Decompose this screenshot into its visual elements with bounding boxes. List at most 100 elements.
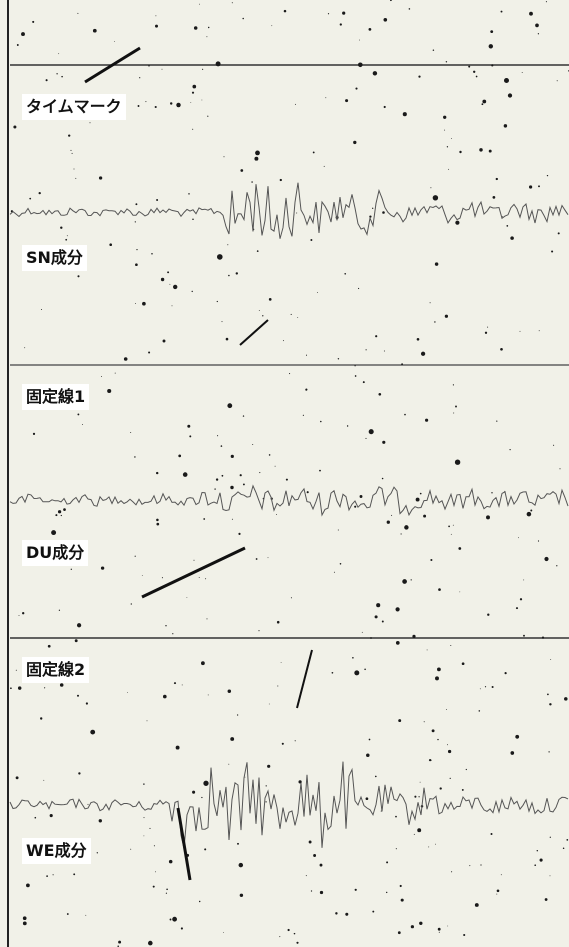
speck	[559, 468, 560, 469]
speck	[515, 735, 519, 739]
speck	[170, 919, 172, 921]
speck	[382, 478, 384, 480]
speck	[553, 445, 554, 446]
speck	[480, 688, 481, 689]
speck	[365, 438, 366, 439]
speck	[311, 890, 312, 891]
speck	[366, 349, 367, 350]
speck	[487, 327, 488, 328]
speck	[491, 833, 493, 835]
speck	[189, 435, 191, 437]
speck	[93, 29, 97, 33]
label: SN成分	[22, 245, 87, 271]
speck	[450, 645, 451, 646]
speck	[217, 254, 223, 260]
speck	[68, 134, 70, 136]
speck	[26, 884, 30, 888]
speck	[188, 193, 189, 194]
speck	[398, 931, 401, 934]
speck	[262, 315, 263, 316]
speck	[228, 764, 229, 765]
speck	[23, 916, 27, 920]
speck	[75, 178, 76, 179]
speck	[419, 922, 422, 925]
speck	[335, 912, 337, 914]
speck	[142, 575, 143, 576]
speck	[67, 913, 69, 915]
speck	[199, 901, 200, 902]
speck	[142, 302, 146, 306]
speck	[32, 21, 34, 23]
speck	[277, 686, 278, 687]
specks	[10, 0, 569, 947]
speck	[201, 661, 205, 665]
speck	[398, 719, 401, 722]
speck	[485, 686, 486, 687]
label: DU成分	[22, 540, 88, 566]
speck	[487, 614, 489, 616]
speck	[430, 187, 431, 188]
speck	[77, 623, 81, 627]
speck	[151, 253, 153, 255]
speck	[303, 415, 304, 416]
speck	[438, 588, 441, 591]
speck	[370, 637, 372, 639]
speck	[166, 889, 168, 891]
speck	[205, 578, 206, 579]
speck	[227, 244, 228, 245]
speck	[143, 783, 144, 784]
speck	[411, 925, 414, 928]
speck	[237, 843, 239, 845]
speck	[156, 523, 159, 526]
speck	[77, 275, 79, 277]
speck	[423, 515, 426, 518]
speck	[78, 772, 80, 774]
speck	[558, 232, 560, 234]
speck	[355, 375, 357, 377]
speck	[183, 472, 188, 477]
speck	[430, 302, 431, 303]
speck	[401, 363, 403, 365]
speck	[10, 687, 12, 689]
speck	[372, 208, 373, 209]
speck	[455, 221, 459, 225]
speck	[358, 288, 359, 289]
speck	[204, 848, 206, 850]
speck	[373, 71, 377, 75]
speck	[476, 76, 478, 78]
speck	[539, 330, 540, 331]
speck	[453, 384, 454, 385]
speck	[550, 875, 551, 876]
speck	[345, 99, 348, 102]
speck	[447, 146, 448, 147]
speck	[328, 13, 329, 14]
speck	[216, 61, 221, 66]
speck	[60, 227, 62, 229]
seismogram-record: タイムマーク SN成分 固定線1 DU成分 固定線2 WE成分	[0, 0, 569, 947]
speck	[267, 765, 270, 768]
speck	[369, 739, 371, 741]
speck	[70, 150, 71, 151]
speck	[214, 488, 215, 489]
speck	[48, 645, 51, 648]
speck	[369, 429, 374, 434]
speck	[202, 69, 203, 70]
speck	[462, 789, 464, 791]
scratch	[178, 808, 190, 880]
speck	[455, 406, 457, 408]
speck	[74, 169, 75, 170]
speck	[501, 11, 503, 13]
speck	[44, 687, 45, 688]
speck	[280, 179, 282, 181]
speck	[148, 941, 153, 946]
speck	[203, 518, 205, 520]
speck	[148, 351, 150, 353]
speck	[338, 530, 339, 531]
speck	[206, 36, 207, 37]
speck	[19, 615, 20, 616]
speck	[156, 199, 158, 201]
speck	[77, 413, 79, 415]
speck	[172, 917, 177, 922]
speck	[82, 424, 83, 425]
speck	[414, 834, 415, 835]
